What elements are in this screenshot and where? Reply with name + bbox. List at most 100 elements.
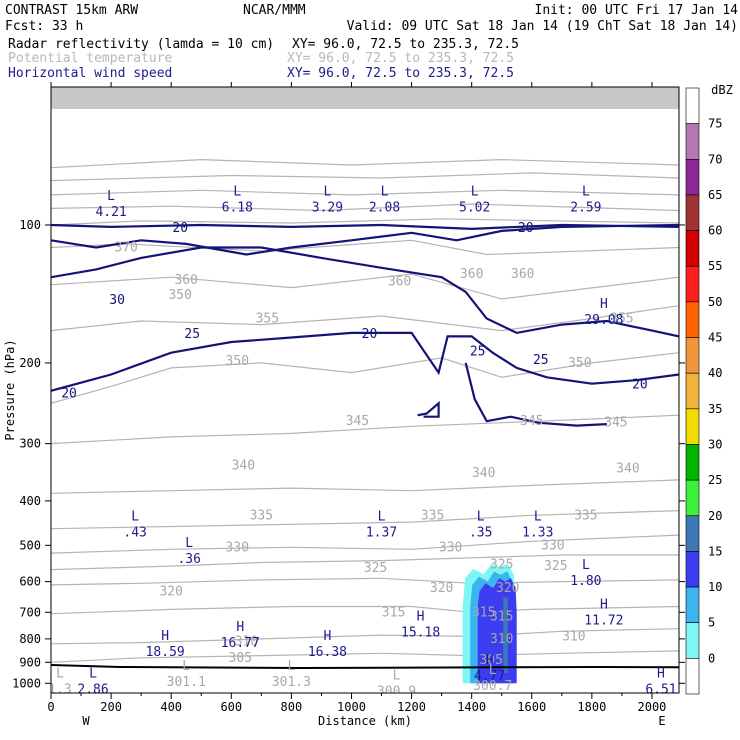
extremum-type: H (324, 629, 332, 644)
field-theta-xy: XY= 96.0, 72.5 to 235.3, 72.5 (287, 51, 514, 66)
extremum-type: L (324, 185, 332, 200)
wind-isotach (417, 400, 440, 418)
extremum-value: 2.08 (369, 201, 400, 216)
theta-isoline (51, 650, 679, 663)
extremum-type: L (56, 666, 64, 681)
wind-label: 30 (109, 293, 125, 308)
wind-extremum-L: L5.02 (459, 185, 490, 216)
extremum-value: 301.3 (272, 675, 311, 690)
y-tick-label: 300 (19, 437, 41, 451)
theta-label: 350 (568, 356, 591, 371)
x-tick-label: 600 (220, 700, 242, 714)
extremum-value: 300.9 (377, 684, 416, 699)
theta-label: 320 (496, 581, 519, 596)
colorbar-level: 45 (708, 331, 722, 345)
y-tick-label: 600 (19, 575, 41, 589)
extremum-value: 16.77 (221, 636, 260, 651)
y-tick-label: 500 (19, 538, 41, 552)
extremum-type: L (582, 558, 590, 573)
extremum-type: H (486, 653, 494, 668)
colorbar-level: 0 (708, 651, 715, 665)
wind-extremum-H: H18.59 (146, 629, 185, 660)
y-tick-label: 200 (19, 356, 41, 370)
x-tick-label: 1000 (337, 700, 366, 714)
theta-label: 310 (562, 629, 585, 644)
wind-label: 20 (518, 221, 534, 236)
wind-extremum-L: L.35 (469, 509, 492, 540)
x-tick-label: 1800 (577, 700, 606, 714)
theta-label: 325 (364, 561, 387, 576)
wind-extremum-H: H15.18 (401, 610, 440, 641)
theta-label: 315 (472, 605, 495, 620)
colorbar-level: 65 (708, 188, 722, 202)
theta-label: 340 (472, 466, 495, 481)
theta-isoline (51, 605, 679, 615)
theta-label: 360 (174, 273, 197, 288)
theta-label: 330 (439, 540, 462, 555)
theta-label: 355 (256, 312, 279, 327)
colorbar-swatch (685, 301, 700, 338)
wind-extremum-L: L.36 (177, 536, 200, 567)
field-wind-name: Horizontal wind speed (8, 66, 172, 81)
theta-isoline (51, 554, 679, 571)
y-tick-label: 900 (19, 655, 41, 669)
extremum-type: L (185, 536, 193, 551)
y-tick-label: 100 (19, 218, 41, 232)
theta-label: 360 (511, 267, 534, 282)
theta-label: 305 (229, 651, 252, 666)
theta-label: 325 (544, 559, 567, 574)
wind-extremum-L: L.43 (123, 509, 146, 540)
colorbar-swatch (685, 444, 700, 481)
extremum-type: L (378, 509, 386, 524)
colorbar-level: 35 (708, 402, 722, 416)
theta-isoline (51, 577, 679, 586)
extremum-value: 5.02 (459, 201, 490, 216)
extremum-value: 2.86 (77, 682, 108, 697)
extremum-value: 29.08 (584, 313, 623, 328)
extremum-type: L (477, 509, 485, 524)
extremum-value: 4.77 (474, 669, 505, 684)
wind-label: 20 (362, 327, 378, 342)
theta-isoline (51, 273, 679, 300)
extremum-value: 6.18 (222, 201, 253, 216)
forecast-hour: Fcst: 33 h (5, 19, 83, 34)
extremum-type: H (657, 666, 665, 681)
theta-label: 325 (490, 557, 513, 572)
colorbar-swatch (685, 515, 700, 552)
theta-label: 340 (616, 462, 639, 477)
theta-label: 310 (490, 632, 513, 647)
plot-area: 3703603553503453403353303253203153103053… (51, 87, 679, 699)
field-reflectivity-name: Radar reflectivity (lamda = 10 cm) (8, 37, 274, 52)
extremum-type: H (417, 610, 425, 625)
wind-extremum-H: H4.77 (474, 653, 505, 684)
stratosphere-theta-band (51, 87, 679, 109)
extremum-type: L (381, 185, 389, 200)
extremum-type: L (107, 189, 115, 204)
theta-isoline (51, 158, 679, 169)
extremum-type: H (161, 629, 169, 644)
colorbar-level: 50 (708, 295, 722, 309)
theta-label: 345 (604, 416, 627, 431)
colorbar: 0 5 10 15 20 25 30 35 40 45 50 55 60 65 70 75 (685, 87, 722, 695)
extremum-value: 1.80 (570, 574, 601, 589)
x-tick-label: 1600 (517, 700, 546, 714)
theta-isoline (51, 352, 679, 404)
colorbar-swatch (685, 551, 700, 588)
colorbar-level: 40 (708, 366, 722, 380)
colorbar-swatch (685, 194, 700, 231)
theta-label: 340 (232, 459, 255, 474)
extremum-type: L (182, 659, 190, 674)
plot-frame (50, 86, 680, 694)
theta-label: 305 (479, 653, 502, 668)
colorbar-swatch (685, 586, 700, 624)
extremum-value: .36 (177, 552, 200, 567)
theta-isoline (51, 203, 679, 212)
colorbar-level: 60 (708, 224, 722, 238)
y-tick-label: 400 (19, 494, 41, 508)
wind-extremum-H: H11.72 (584, 597, 623, 628)
wind-extremum-L: L2.08 (369, 185, 400, 216)
